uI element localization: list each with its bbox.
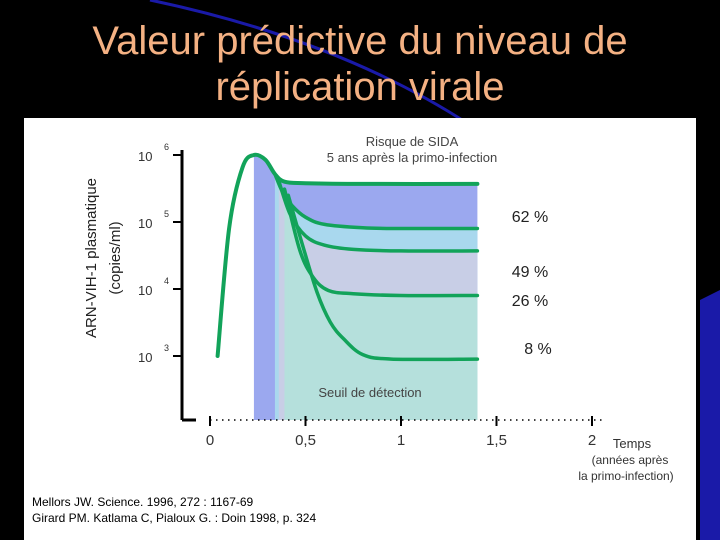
x-tick-label-1: 1 <box>397 432 405 449</box>
reference-1: Mellors JW. Science. 1996, 272 : 1167-69 <box>32 495 254 509</box>
risk-label-62-pct: 62 % <box>512 209 548 226</box>
x-tick-label-0,5: 0,5 <box>295 432 316 449</box>
y-tick-label-base-3: 10 <box>138 350 152 365</box>
curve-below-detection <box>286 193 480 362</box>
y-tick-label-base-4: 10 <box>138 283 152 298</box>
accent-curve <box>149 0 471 127</box>
y-tick-label-exp-5: 5 <box>164 209 169 219</box>
x-axis-label-line-2: (années après <box>592 453 669 467</box>
risk-label-8-pct: 8 % <box>524 341 552 358</box>
risk-label-49-pct: 49 % <box>512 264 548 281</box>
title-line-1: Valeur prédictive du niveau de <box>92 19 628 63</box>
curve-8-pct <box>282 187 480 298</box>
x-tick-label-0: 0 <box>206 432 214 449</box>
detection-threshold-label: Seuil de détection <box>318 385 421 400</box>
curve-62-pct <box>215 152 480 358</box>
x-axis-label-line-3: la primo-infection) <box>578 469 673 483</box>
x-tick-label-2: 2 <box>588 432 596 449</box>
chart-header-line-1: Risque de SIDA <box>366 134 459 149</box>
y-axis-label-line-2: (copies/ml) <box>107 221 124 294</box>
y-tick-label-exp-6: 6 <box>164 142 169 152</box>
reference-2: Girard PM. Katlama C, Pialoux G. : Doin … <box>32 511 317 525</box>
y-axis-label-line-1: ARN-VIH-1 plasmatique <box>83 178 100 338</box>
y-tick-label-exp-3: 3 <box>164 343 169 353</box>
title-line-2: réplication virale <box>215 65 505 109</box>
band-below-detection <box>288 195 478 420</box>
y-tick-label-base-5: 10 <box>138 216 152 231</box>
slide-title: Valeur prédictive du niveau de réplicati… <box>0 18 720 110</box>
y-tick-label-base-6: 10 <box>138 149 152 164</box>
x-axis-label-line-1: Temps <box>613 436 652 451</box>
risk-label-26-pct: 26 % <box>512 293 548 310</box>
y-tick-label-exp-4: 4 <box>164 276 169 286</box>
x-tick-label-1,5: 1,5 <box>486 432 507 449</box>
figure-panel: 10 3 10 4 10 5 10 6 ARN-VIH-1 plasmatique (copies… <box>24 118 696 540</box>
chart-header-line-2: 5 ans après la primo-infection <box>327 150 498 165</box>
accent-bar <box>700 290 720 540</box>
references: Mellors JW. Science. 1996, 272 : 1167-69… <box>32 494 316 526</box>
